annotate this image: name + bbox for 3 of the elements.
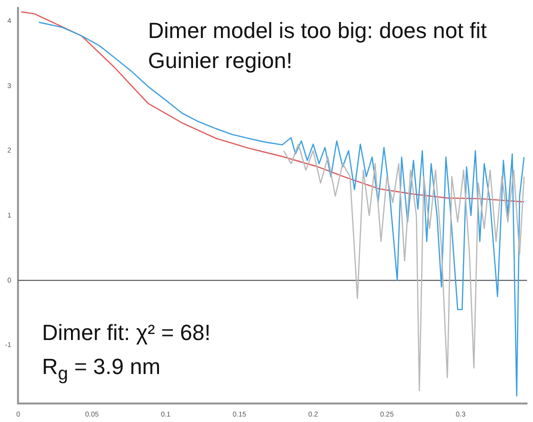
annotation: Dimer model is too big: does not fit Guinier region! bbox=[148, 17, 488, 75]
annotation: Dimer fit: χ² = 68! bbox=[42, 319, 212, 347]
annotation: R$_{g}$ = 3.9 nm bbox=[42, 353, 162, 386]
